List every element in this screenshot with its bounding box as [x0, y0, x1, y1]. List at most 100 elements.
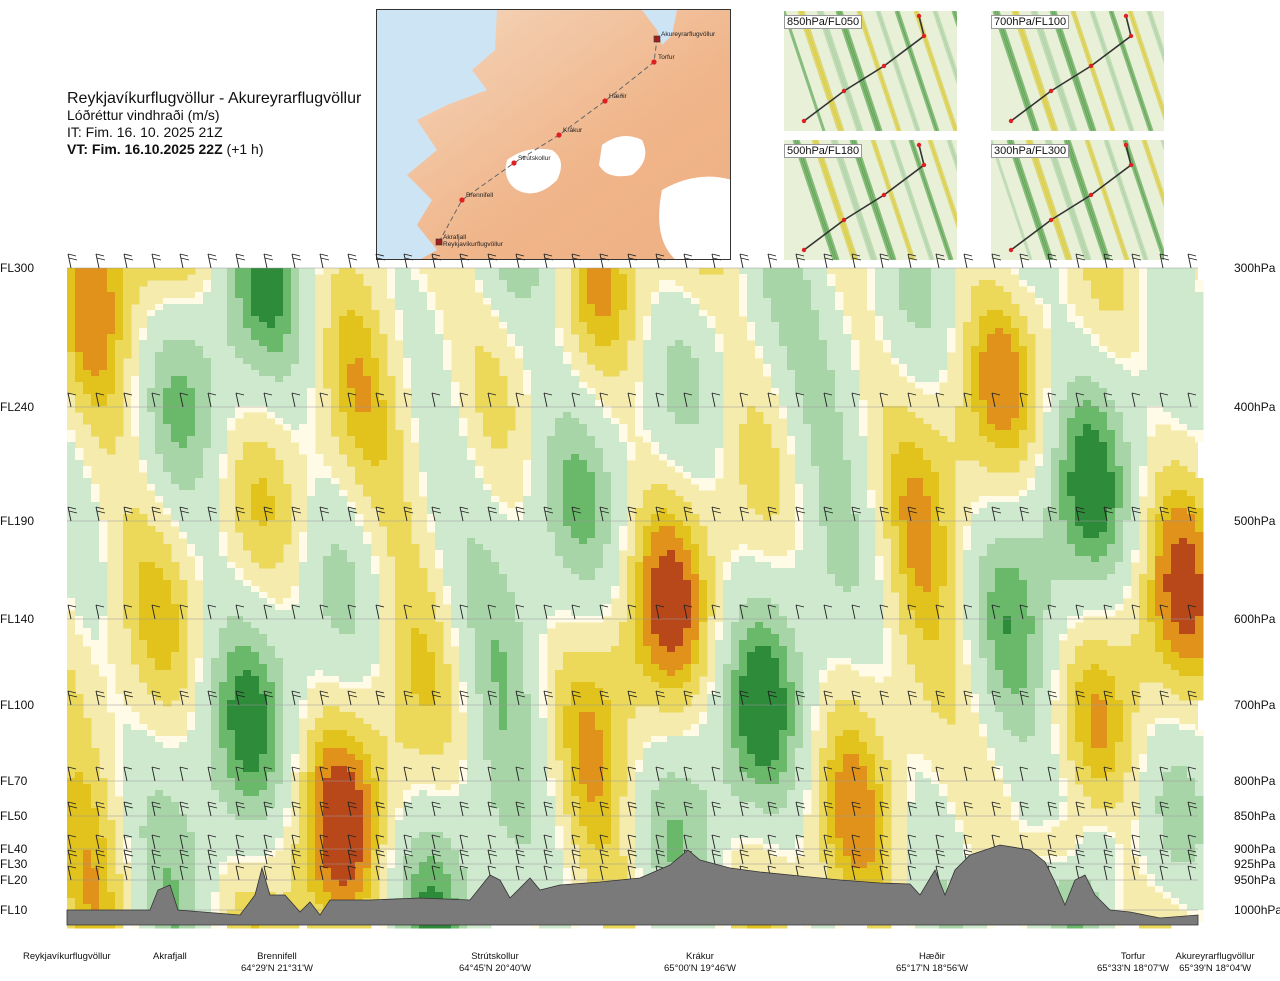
field-cell [843, 424, 852, 431]
field-cell [931, 352, 940, 359]
field-cell [1123, 484, 1132, 491]
field-cell [67, 472, 76, 479]
field-cell [1067, 418, 1076, 425]
field-cell [243, 442, 252, 449]
field-cell [1179, 334, 1188, 341]
field-cell [1147, 286, 1156, 293]
field-cell [1075, 484, 1084, 491]
field-cell [331, 484, 340, 491]
field-cell [587, 490, 596, 497]
field-cell [763, 454, 772, 461]
field-cell [1163, 400, 1172, 407]
thumb-field-stripe [818, 11, 862, 131]
field-cell [899, 292, 908, 299]
field-cell [683, 424, 692, 431]
field-cell [355, 340, 364, 347]
field-cell [979, 328, 988, 335]
field-cell [1043, 322, 1052, 329]
field-cell [211, 328, 220, 335]
field-cell [307, 376, 316, 383]
field-cell [243, 292, 252, 299]
field-cell [139, 454, 148, 461]
field-cell [187, 364, 196, 371]
field-cell [571, 472, 580, 479]
field-cell [163, 382, 172, 389]
field-cell [659, 502, 668, 509]
field-cell [395, 268, 404, 275]
field-cell [267, 496, 276, 503]
field-cell [779, 352, 788, 359]
thumb-500[interactable]: 500hPa/FL180 [784, 140, 957, 260]
field-cell [291, 400, 300, 407]
field-cell [203, 418, 212, 425]
field-cell [427, 364, 436, 371]
field-cell [1163, 496, 1172, 503]
field-cell [1195, 514, 1204, 521]
field-cell [83, 364, 92, 371]
field-cell [715, 448, 724, 455]
field-cell [475, 400, 484, 407]
field-cell [259, 358, 268, 365]
field-cell [971, 448, 980, 455]
glacier-vatnajokull [659, 176, 730, 259]
field-cell [187, 394, 196, 401]
field-cell [91, 382, 100, 389]
field-cell [979, 358, 988, 365]
field-cell [619, 430, 628, 437]
field-cell [395, 508, 404, 515]
field-cell [435, 418, 444, 425]
field-cell [443, 514, 452, 521]
field-cell [1195, 370, 1204, 377]
field-cell [339, 328, 348, 335]
field-cell [923, 316, 932, 323]
field-cell [1067, 514, 1076, 521]
field-cell [1171, 490, 1180, 497]
field-cell [1163, 514, 1172, 521]
field-cell [1091, 484, 1100, 491]
field-cell [579, 412, 588, 419]
field-cell [1107, 358, 1116, 365]
thumb-850[interactable]: 850hPa/FL050 [784, 11, 957, 131]
field-cell [555, 472, 564, 479]
field-cell [147, 358, 156, 365]
field-cell [1051, 490, 1060, 497]
field-cell [323, 364, 332, 371]
field-cell [739, 424, 748, 431]
field-cell [835, 358, 844, 365]
field-cell [787, 304, 796, 311]
field-cell [1003, 322, 1012, 329]
field-cell [771, 358, 780, 365]
field-cell [267, 298, 276, 305]
field-cell [1027, 352, 1036, 359]
field-cell [499, 430, 508, 437]
thumb-700[interactable]: 700hPa/FL100 [991, 11, 1164, 131]
field-cell [1123, 370, 1132, 377]
field-cell [1155, 286, 1164, 293]
field-cell [1043, 316, 1052, 323]
field-cell [603, 430, 612, 437]
field-cell [1179, 340, 1188, 347]
field-cell [1195, 322, 1204, 329]
field-cell [827, 490, 836, 497]
field-cell [1187, 400, 1196, 407]
field-cell [267, 532, 276, 539]
field-cell [835, 334, 844, 341]
field-cell [539, 358, 548, 365]
field-cell [1011, 460, 1020, 467]
field-cell [971, 304, 980, 311]
field-cell [1187, 370, 1196, 377]
field-cell [131, 526, 140, 533]
issue-time: IT: Fim. 16. 10. 2025 21Z [67, 124, 361, 141]
field-cell [1115, 490, 1124, 497]
field-cell [371, 496, 380, 503]
field-cell [315, 496, 324, 503]
field-cell [387, 478, 396, 485]
field-cell [907, 268, 916, 275]
field-cell [195, 328, 204, 335]
field-cell [147, 352, 156, 359]
field-cell [1187, 490, 1196, 497]
field-cell [563, 394, 572, 401]
field-cell [1083, 352, 1092, 359]
field-cell [899, 334, 908, 341]
field-cell [891, 412, 900, 419]
